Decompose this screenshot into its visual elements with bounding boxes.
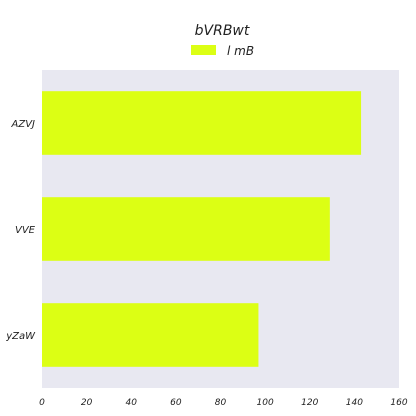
legend: l mB	[191, 44, 254, 58]
y-axis-labels: AZVJ VVE yZaW	[5, 119, 36, 342]
x-axis-ticks: 0 20 40 60 80 100 120 140 160	[39, 398, 408, 408]
y-tick-label-azvj: AZVJ	[11, 119, 36, 130]
y-tick-label-yzaw: yZaW	[5, 331, 36, 342]
legend-label: l mB	[227, 44, 254, 58]
x-tick-label-120: 120	[301, 398, 318, 408]
x-tick-label-20: 20	[81, 398, 93, 408]
x-tick-label-100: 100	[257, 398, 274, 408]
bar-vve	[42, 197, 330, 261]
x-tick-label-40: 40	[126, 398, 138, 408]
chart-title: bVRBwt	[195, 23, 250, 39]
bar-azvj	[42, 91, 362, 155]
x-tick-label-60: 60	[170, 398, 182, 408]
x-tick-label-140: 140	[346, 398, 363, 408]
x-tick-label-160: 160	[390, 398, 407, 408]
x-tick-label-80: 80	[215, 398, 227, 408]
x-tick-label-0: 0	[39, 398, 45, 408]
bar-yzaw	[42, 303, 259, 367]
bars	[42, 91, 362, 367]
legend-swatch	[191, 45, 216, 55]
y-tick-label-vve: VVE	[15, 225, 36, 236]
